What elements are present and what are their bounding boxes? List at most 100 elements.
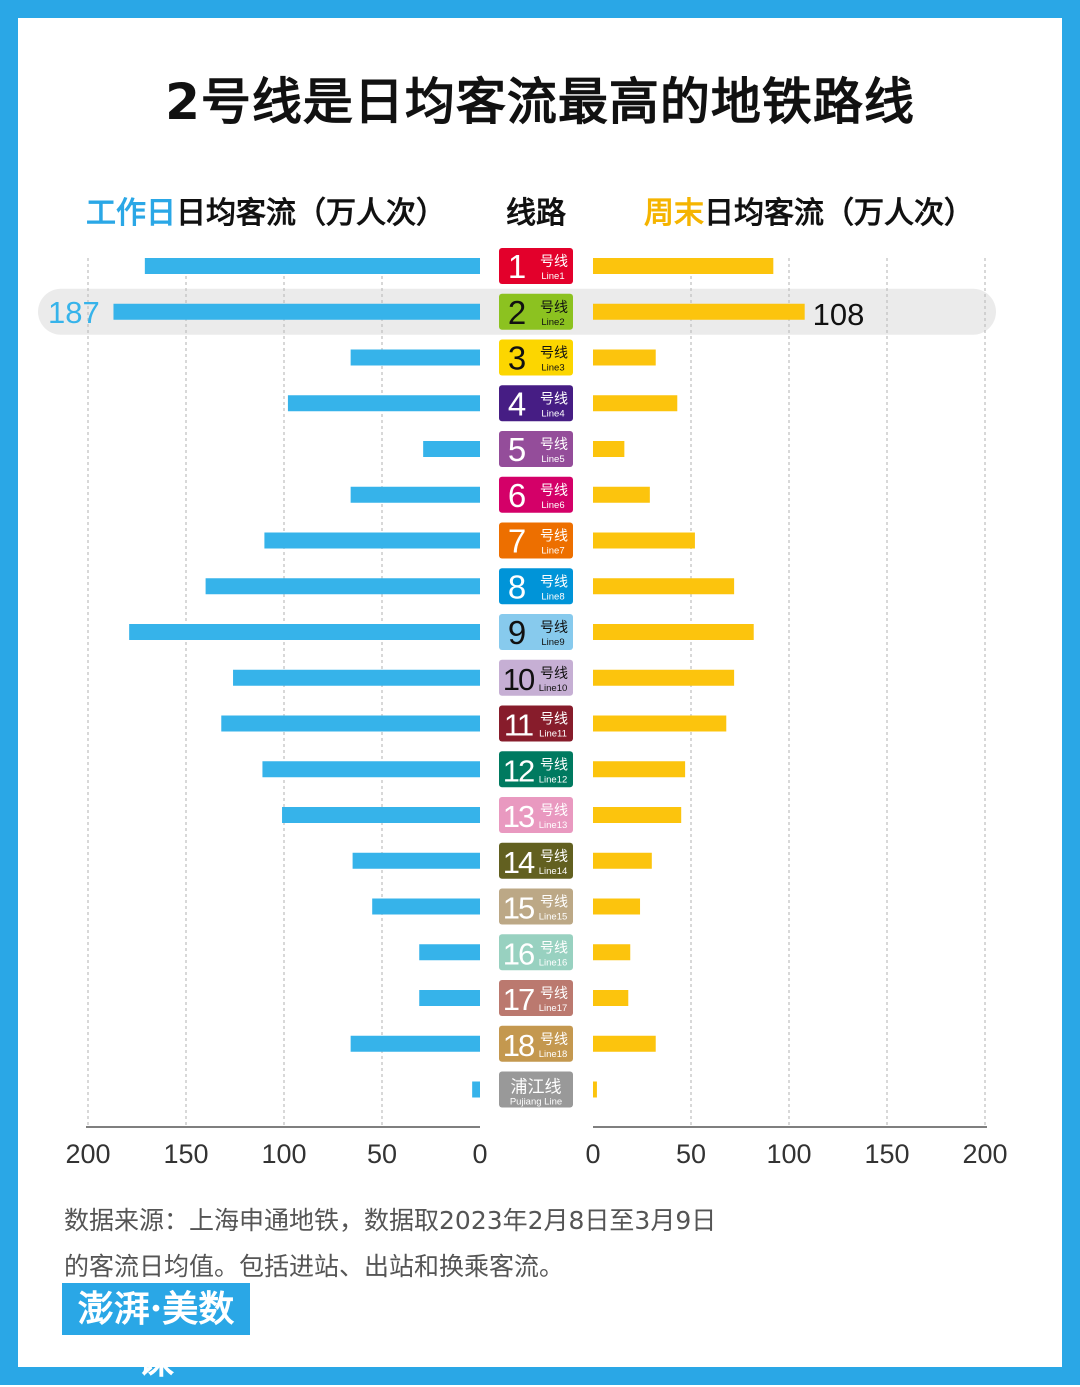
weekday-header-highlight: 工作日: [86, 196, 176, 231]
line-badge-cn: 号线: [540, 712, 568, 728]
weekday-bar: [205, 578, 480, 595]
line-badge: [499, 614, 573, 650]
line-badge: [499, 522, 573, 559]
weekday-bar: [113, 303, 480, 320]
line-badge-cn: 号线: [540, 346, 568, 362]
line-badge: [499, 476, 573, 513]
line-badge-number: 17: [503, 982, 534, 1017]
line-badge-number: 18: [503, 1028, 534, 1063]
line-badge-en: Line14: [539, 866, 568, 877]
line-badge-number: 16: [503, 936, 534, 971]
weekend-bar: [593, 898, 641, 915]
line-badge-en: Line2: [541, 317, 564, 328]
weekend-bar: [593, 441, 625, 457]
left-tick-label: 150: [163, 1139, 208, 1169]
weekend-highlight-value: 108: [813, 297, 865, 332]
weekend-bar: [593, 303, 805, 320]
weekend-axis-header: 周末日均客流（万人次）: [644, 188, 974, 232]
line-badge-number: 6: [508, 477, 526, 514]
line-badge-en: Line16: [539, 957, 568, 968]
line-badge: [499, 385, 573, 422]
line-badge: [499, 980, 573, 1016]
right-tick-label: 50: [676, 1139, 706, 1169]
weekday-bar: [372, 898, 480, 915]
line-badge-number: 9: [508, 614, 526, 651]
weekend-bar: [593, 532, 695, 549]
line-badge-number: 10: [503, 662, 535, 697]
line-badge-cn: 号线: [540, 300, 568, 316]
line-badge: [499, 1071, 573, 1108]
left-tick-label: 200: [65, 1139, 110, 1169]
line-badge-number: 15: [503, 891, 534, 926]
weekday-bar: [233, 669, 480, 686]
right-tick-label: 100: [766, 1139, 811, 1169]
line-badge-en: Line12: [539, 774, 568, 785]
weekend-bar: [593, 807, 682, 823]
line-badge-number: 14: [503, 845, 535, 880]
weekday-bar: [264, 532, 480, 549]
line-badge-number: 11: [504, 708, 533, 743]
weekday-axis-header: 工作日日均客流（万人次）: [86, 188, 446, 232]
line-badge-cn: 浦江线: [511, 1078, 562, 1098]
line-badge: [499, 888, 573, 925]
line-badge-cn: 号线: [540, 391, 568, 407]
line-badge-en: Line8: [541, 591, 564, 602]
weekend-bar: [593, 258, 774, 274]
weekend-bar: [593, 990, 629, 1006]
right-tick-label: 0: [585, 1139, 600, 1169]
line-badge-number: 8: [508, 568, 526, 605]
line-badge: [499, 339, 573, 376]
line-badge-number: 1: [508, 248, 526, 285]
weekend-bar: [593, 486, 650, 503]
line-badge-number: 4: [508, 385, 526, 422]
weekday-bar: [350, 1035, 480, 1052]
weekend-bar: [593, 669, 735, 686]
left-tick-label: 100: [261, 1139, 306, 1169]
weekday-bar: [287, 395, 480, 412]
weekday-bar: [144, 258, 480, 274]
weekday-bar: [472, 1081, 480, 1098]
weekday-bar: [282, 807, 480, 823]
weekday-bar: [352, 852, 480, 869]
line-badge: [499, 248, 573, 284]
weekend-bar: [593, 852, 652, 869]
line-badge-number: 7: [508, 523, 526, 560]
publisher-logo: 澎湃·美数课: [62, 1283, 250, 1382]
line-badge: [499, 705, 573, 742]
weekend-bar: [593, 578, 735, 595]
weekday-bar: [423, 441, 480, 457]
weekend-bar: [593, 349, 656, 366]
line-badge-cn: 号线: [540, 757, 568, 773]
line-badge-number: 5: [508, 431, 526, 468]
line-badge: [499, 659, 573, 696]
weekday-bar: [262, 761, 480, 778]
line-badge: [499, 751, 573, 788]
line-badge-en: Line1: [541, 271, 564, 282]
line-badge-number: 2: [508, 294, 526, 331]
line-badge-en: Line6: [541, 500, 564, 511]
line-badge-cn: 号线: [540, 574, 568, 590]
line-badge-number: 12: [503, 753, 534, 788]
weekend-bar: [593, 715, 727, 732]
line-badge: [499, 934, 573, 971]
line-badge-cn: 号线: [540, 254, 568, 270]
weekday-bar: [129, 624, 480, 640]
line-badge-number: 3: [508, 340, 526, 377]
data-source-note: 数据来源：上海申通地铁，数据取2023年2月8日至3月9日 的客流日均值。包括进…: [64, 1198, 716, 1290]
line-badge: [499, 797, 573, 833]
line-badge-en: Line9: [541, 637, 564, 648]
line-badge-cn: 号线: [540, 940, 568, 956]
line-badge-en: Line13: [539, 820, 568, 831]
line-badge-en: Line10: [539, 683, 568, 694]
line-badge: [499, 431, 573, 467]
line-badge-cn: 号线: [540, 803, 568, 819]
line-badge-en: Line5: [541, 454, 564, 465]
left-tick-label: 0: [472, 1139, 487, 1169]
line-badge-en: Line4: [541, 408, 564, 419]
data-source-line-2: 的客流日均值。包括进站、出站和换乘客流。: [64, 1252, 565, 1281]
right-tick-label: 200: [962, 1139, 1007, 1169]
line-badge-en: Line17: [539, 1003, 568, 1014]
line-badge-cn: 号线: [540, 986, 568, 1002]
line-badge-cn: 号线: [540, 895, 568, 911]
